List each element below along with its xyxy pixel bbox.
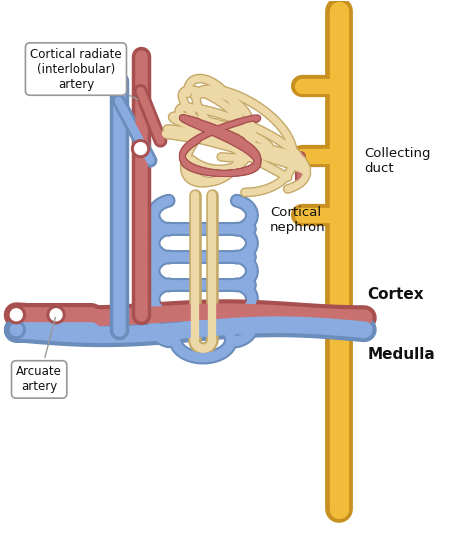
Circle shape <box>8 306 25 324</box>
Circle shape <box>10 324 22 336</box>
Text: Arcuate
artery: Arcuate artery <box>16 317 62 394</box>
Text: Cortical
nephron: Cortical nephron <box>270 206 326 234</box>
Circle shape <box>8 321 25 339</box>
Circle shape <box>47 306 65 324</box>
Text: Cortex: Cortex <box>367 287 424 302</box>
Text: Medulla: Medulla <box>367 347 435 362</box>
Circle shape <box>135 143 146 155</box>
Circle shape <box>132 140 149 157</box>
Circle shape <box>50 309 62 321</box>
Text: Cortical radiate
(interlobular)
artery: Cortical radiate (interlobular) artery <box>30 48 138 100</box>
Text: Collecting
duct: Collecting duct <box>364 147 431 175</box>
Circle shape <box>10 309 22 321</box>
Circle shape <box>10 309 22 321</box>
Circle shape <box>8 306 25 324</box>
